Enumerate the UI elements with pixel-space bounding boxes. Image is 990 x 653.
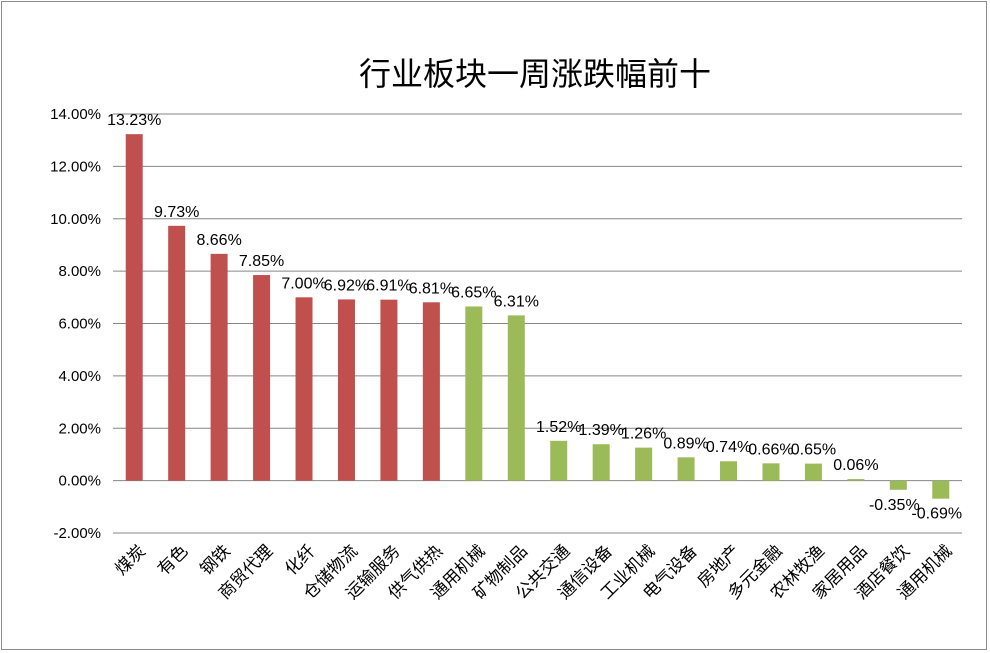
data-label: 0.74% [706,439,751,456]
data-label: 8.66% [196,232,241,249]
bar [253,275,271,481]
bar [804,463,822,481]
y-tick-label: 12.00% [50,158,101,175]
category-label: 钢铁 [196,541,234,579]
y-tick-label: 8.00% [58,263,101,280]
bar [720,461,738,481]
bar [380,299,398,481]
data-label: 6.65% [451,284,496,301]
bar [550,440,568,481]
gridlines [113,113,962,534]
bar [295,297,313,481]
bar [932,480,950,499]
data-label: 6.92% [324,277,369,294]
data-label: 0.89% [663,435,708,452]
bar [592,444,610,481]
bar [465,306,483,481]
data-label: 6.81% [409,280,454,297]
bar [677,457,695,481]
data-label: 0.06% [833,457,878,474]
data-label: 13.23% [107,112,161,129]
y-tick-label: 10.00% [50,211,101,228]
data-label: 7.85% [239,253,284,270]
bar [847,479,865,481]
bar [210,253,228,481]
data-label: 0.66% [748,441,793,458]
data-label: 6.91% [366,278,411,295]
data-label: 1.39% [578,422,623,439]
y-tick-label: -2.00% [53,525,101,542]
bar [635,447,653,481]
data-label: 0.65% [791,442,836,459]
data-labels: 13.23% 9.73% 8.66% 7.85% 7.00%6.92%6.91%6.81… [107,112,962,523]
data-label: 7.00% [281,275,326,292]
bar [762,463,780,481]
chart-title: 行业板块一周涨跌幅前十 [359,55,711,93]
y-tick-label: 4.00% [58,368,101,385]
data-label: -0.35% [869,497,920,514]
data-label: 1.52% [536,419,581,436]
bar [889,480,907,490]
category-label: 煤炭 [112,541,150,579]
data-label: 6.31% [494,293,539,310]
y-tick-label: 2.00% [58,420,101,437]
bar [125,134,143,481]
bars [125,134,950,499]
data-label: -0.69% [911,506,962,523]
bar [168,225,186,481]
category-label: 有色 [154,541,192,579]
y-axis-ticks: 14.00% 12.00% 10.00% 8.00% 6.00% 4.00% 2.00% 0.… [50,106,101,542]
y-tick-label: 6.00% [58,316,101,333]
data-label: 1.26% [621,426,666,443]
data-label: 9.73% [154,204,199,221]
bar [507,315,525,481]
y-tick-label: 14.00% [50,106,101,123]
category-label: 化纤 [281,541,319,579]
y-tick-label: 0.00% [58,473,101,490]
bar [337,299,355,481]
bar [422,302,440,481]
